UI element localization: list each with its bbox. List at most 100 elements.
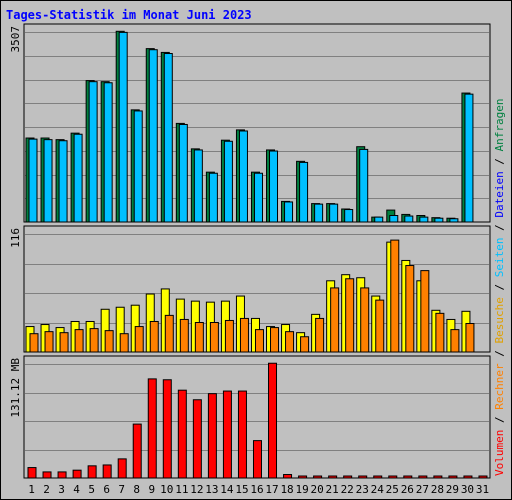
bar-dateien-day-4 xyxy=(73,133,83,223)
x-tick-label-day-9: 9 xyxy=(148,483,155,496)
legend-entry-4: Besuche xyxy=(493,297,506,343)
bar-volumen-day-31 xyxy=(478,475,488,479)
x-tick-label-day-24: 24 xyxy=(371,483,385,496)
legend-vertical: Volumen / Rechner / Besuche / Seiten / D… xyxy=(493,98,506,476)
legend-entry-0: Volumen xyxy=(493,430,506,476)
bar-rechner-day-23 xyxy=(360,287,370,353)
bar-dateien-day-15 xyxy=(238,130,248,223)
bar-dateien-day-6 xyxy=(103,82,113,223)
legend-entry-3: / xyxy=(493,344,506,364)
bar-rechner-day-11 xyxy=(179,318,189,353)
bar-volumen-day-2 xyxy=(42,471,52,479)
x-tick-label-day-11: 11 xyxy=(175,483,188,496)
x-tick-label-day-5: 5 xyxy=(88,483,95,496)
bar-dateien-day-2 xyxy=(43,139,53,223)
x-tick-label-day-21: 21 xyxy=(326,483,339,496)
bar-rechner-day-2 xyxy=(44,331,54,353)
bar-rechner-day-19 xyxy=(300,336,310,353)
bar-volumen-day-7 xyxy=(117,458,127,479)
legend-entry-10: Anfragen xyxy=(493,98,506,151)
bar-dateien-day-11 xyxy=(178,123,188,223)
bar-rechner-day-17 xyxy=(270,327,280,353)
x-tick-label-day-8: 8 xyxy=(133,483,140,496)
x-tick-label-day-1: 1 xyxy=(28,483,35,496)
bar-dateien-day-20 xyxy=(314,203,324,223)
bar-rechner-day-25 xyxy=(390,239,400,353)
bar-rechner-day-26 xyxy=(405,265,415,353)
x-tick-label-day-14: 14 xyxy=(220,483,234,496)
x-tick-label-day-12: 12 xyxy=(190,483,203,496)
x-tick-label-day-29: 29 xyxy=(446,483,459,496)
legend-entry-8: Dateien xyxy=(493,171,506,217)
bar-volumen-day-29 xyxy=(448,475,458,479)
bar-rechner-day-22 xyxy=(345,278,355,353)
bar-volumen-day-14 xyxy=(222,390,232,479)
bar-volumen-day-27 xyxy=(418,475,428,479)
bar-volumen-day-19 xyxy=(298,475,308,479)
x-tick-label-day-6: 6 xyxy=(103,483,110,496)
x-tick-label-day-13: 13 xyxy=(205,483,218,496)
bar-rechner-day-10 xyxy=(164,314,174,353)
bar-volumen-day-1 xyxy=(27,467,37,479)
bar-volumen-day-17 xyxy=(268,362,278,479)
bar-dateien-day-7 xyxy=(118,31,128,223)
legend-entry-1: / xyxy=(493,410,506,430)
bar-dateien-day-27 xyxy=(419,216,429,223)
x-tick-label-day-17: 17 xyxy=(265,483,278,496)
x-tick-label-day-10: 10 xyxy=(160,483,173,496)
bar-volumen-day-12 xyxy=(192,399,202,479)
x-tick-label-day-4: 4 xyxy=(73,483,80,496)
bar-volumen-day-24 xyxy=(373,475,383,479)
bar-volumen-day-22 xyxy=(343,475,353,479)
bar-dateien-day-18 xyxy=(284,201,294,223)
bar-rechner-day-13 xyxy=(209,322,219,353)
bar-rechner-day-7 xyxy=(119,333,129,353)
bar-rechner-day-9 xyxy=(149,320,159,353)
bar-rechner-day-24 xyxy=(375,299,385,353)
bar-volumen-day-13 xyxy=(207,393,217,479)
bar-rechner-day-29 xyxy=(450,329,460,353)
bar-volumen-day-21 xyxy=(328,475,338,479)
bar-dateien-day-5 xyxy=(88,81,98,223)
chart-title: Tages-Statistik im Monat Juni 2023 xyxy=(6,8,252,22)
x-tick-label-day-25: 25 xyxy=(386,483,399,496)
bar-dateien-day-8 xyxy=(133,110,143,223)
bar-volumen-day-5 xyxy=(87,465,97,479)
bar-dateien-day-14 xyxy=(223,140,233,223)
bar-dateien-day-23 xyxy=(359,148,369,223)
bar-volumen-day-25 xyxy=(388,475,398,479)
bar-volumen-day-26 xyxy=(403,475,413,479)
bar-dateien-day-9 xyxy=(148,49,158,223)
bar-dateien-day-22 xyxy=(344,209,354,223)
bar-rechner-day-1 xyxy=(29,333,39,353)
bar-dateien-day-25 xyxy=(389,214,399,223)
bar-dateien-day-1 xyxy=(28,138,38,223)
bar-volumen-day-18 xyxy=(283,474,293,479)
bar-rechner-day-27 xyxy=(420,270,430,353)
bar-rechner-day-21 xyxy=(330,287,340,353)
bar-dateien-day-13 xyxy=(208,172,218,223)
bar-volumen-day-6 xyxy=(102,464,112,479)
bar-rechner-day-16 xyxy=(254,329,264,353)
bar-volumen-day-10 xyxy=(162,379,172,479)
legend-entry-9: / xyxy=(493,151,506,171)
bar-rechner-day-3 xyxy=(59,332,69,353)
bar-rechner-day-12 xyxy=(194,322,204,353)
bar-dateien-day-26 xyxy=(404,215,414,223)
x-tick-label-day-16: 16 xyxy=(250,483,263,496)
bar-rechner-day-18 xyxy=(285,331,295,353)
bar-volumen-day-23 xyxy=(358,475,368,479)
x-tick-label-day-26: 26 xyxy=(401,483,414,496)
x-tick-label-day-22: 22 xyxy=(341,483,354,496)
bar-volumen-day-30 xyxy=(463,475,473,479)
bar-volumen-day-28 xyxy=(433,475,443,479)
x-tick-label-day-23: 23 xyxy=(356,483,369,496)
bar-rechner-day-4 xyxy=(74,329,84,353)
x-tick-label-day-30: 30 xyxy=(461,483,474,496)
bar-volumen-day-8 xyxy=(132,423,142,479)
bar-volumen-day-11 xyxy=(177,389,187,479)
legend-entry-6: Seiten xyxy=(493,238,506,278)
bar-volumen-day-4 xyxy=(72,469,82,479)
panel-2-ymax-label: 116 xyxy=(9,228,22,248)
bar-dateien-day-29 xyxy=(449,218,459,223)
